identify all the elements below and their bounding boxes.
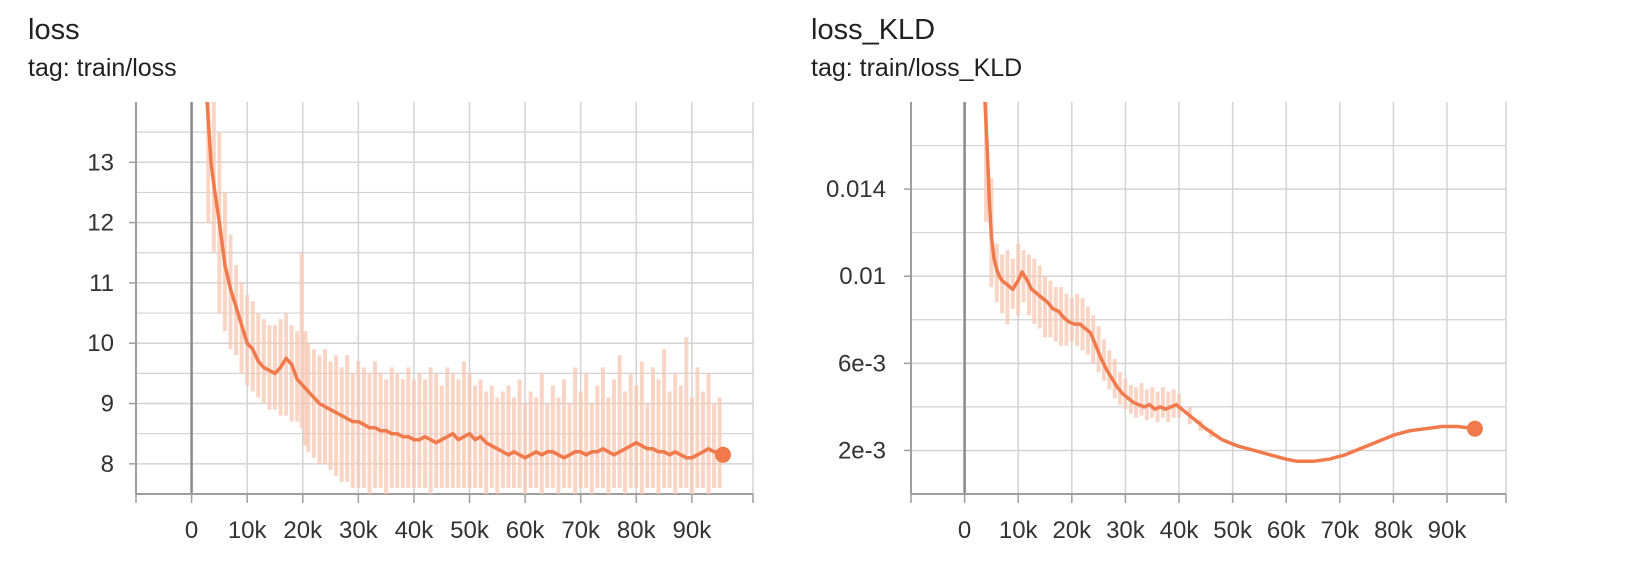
series-layer xyxy=(983,102,1477,464)
x-tick-label: 70k xyxy=(1320,517,1360,544)
y-tick-label: 9 xyxy=(101,391,114,418)
y-tick-label: 8 xyxy=(101,451,114,478)
smoothed-series-line xyxy=(983,102,1477,464)
x-tick-label: 70k xyxy=(561,517,601,544)
y-tick-label: 0.01 xyxy=(839,263,886,290)
x-tick-label: 10k xyxy=(999,517,1039,544)
chart-panel-loss-kld: loss_KLD tag: train/loss_KLD 2e-3 6e-3 0.0… xyxy=(800,0,1632,576)
x-tick-label: 30k xyxy=(339,517,379,544)
y-tick-label: 12 xyxy=(87,210,114,237)
chart-panel-loss: loss tag: train/loss 8 9 10 11 12 13 0 10k 20k 30… xyxy=(0,0,800,576)
x-tick-label: 20k xyxy=(283,517,323,544)
x-tick-label: 60k xyxy=(1267,517,1307,544)
y-tick-label: 0.014 xyxy=(826,176,886,203)
y-tick-label: 6e-3 xyxy=(838,350,886,377)
y-tick-label: 2e-3 xyxy=(838,437,886,464)
x-tick-label: 90k xyxy=(673,517,713,544)
chart-title: loss_KLD xyxy=(811,14,936,46)
last-point-marker xyxy=(1466,420,1483,437)
x-tick-label: 20k xyxy=(1052,517,1092,544)
x-tick-label: 90k xyxy=(1428,517,1468,544)
chart-plot-loss-kld[interactable]: 2e-3 6e-3 0.01 0.014 0 10k 20k 30k 40k 50k 60k 70k 8… xyxy=(800,0,1632,576)
x-tick-label: 0 xyxy=(185,517,198,544)
x-tick-label: 80k xyxy=(1374,517,1414,544)
y-tick-label: 11 xyxy=(89,270,114,297)
y-tick-label: 13 xyxy=(87,149,114,176)
x-tick-label: 80k xyxy=(617,517,657,544)
series-layer xyxy=(205,102,725,494)
x-tick-label: 0 xyxy=(958,517,971,544)
x-tick-label: 60k xyxy=(506,517,546,544)
chart-subtitle: tag: train/loss xyxy=(28,54,177,82)
x-tick-label: 40k xyxy=(1160,517,1200,544)
chart-subtitle: tag: train/loss_KLD xyxy=(811,54,1023,82)
x-tick-label: 10k xyxy=(228,517,268,544)
y-tick-label: 10 xyxy=(87,330,114,357)
smoothed-series-line xyxy=(205,102,725,460)
chart-plot-loss[interactable]: 8 9 10 11 12 13 0 10k 20k 30k 40k 50k 60k 70k 80k 90k xyxy=(0,0,800,576)
chart-title: loss xyxy=(28,14,80,46)
last-point-marker xyxy=(714,446,731,463)
x-tick-label: 50k xyxy=(1213,517,1253,544)
x-tick-label: 50k xyxy=(450,517,490,544)
x-tick-label: 40k xyxy=(395,517,435,544)
x-tick-label: 30k xyxy=(1106,517,1146,544)
